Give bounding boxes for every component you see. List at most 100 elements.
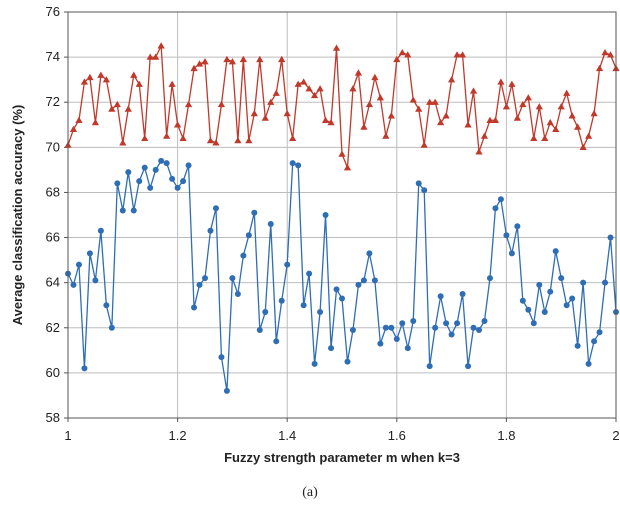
- data-point-circle: [306, 270, 313, 277]
- data-point-circle: [574, 342, 581, 349]
- data-point-triangle: [365, 100, 373, 108]
- data-point-triangle: [124, 105, 132, 112]
- data-point-triangle: [267, 98, 275, 105]
- data-point-circle: [454, 320, 461, 327]
- data-point-circle: [114, 180, 121, 187]
- data-point-circle: [240, 252, 247, 259]
- data-point-circle: [448, 331, 455, 338]
- series-circle: [65, 157, 619, 394]
- data-point-circle: [130, 207, 137, 214]
- data-point-triangle: [502, 103, 510, 110]
- data-point-circle: [75, 261, 82, 268]
- data-point-circle: [355, 281, 362, 288]
- data-point-circle: [476, 327, 482, 334]
- data-point-triangle: [195, 60, 204, 67]
- data-point-circle: [136, 178, 143, 185]
- data-point-triangle: [535, 103, 543, 110]
- x-tick-labels: 1 1.2 1.4 1.6 1.8 2: [64, 418, 620, 443]
- data-point-triangle: [163, 132, 171, 139]
- data-point-triangle: [86, 73, 94, 81]
- x-tick-label: 1.2: [169, 428, 187, 443]
- data-point-circle: [207, 227, 214, 234]
- data-point-triangle: [469, 87, 478, 94]
- data-point-triangle: [321, 116, 330, 123]
- data-point-triangle: [245, 136, 253, 144]
- data-point-circle: [596, 329, 603, 336]
- data-point-triangle: [420, 141, 428, 148]
- data-point-triangle: [606, 51, 615, 58]
- data-point-triangle: [201, 58, 209, 65]
- y-tick-label: 58: [46, 410, 60, 425]
- data-point-triangle: [174, 121, 182, 128]
- data-point-triangle: [579, 143, 587, 151]
- data-point-triangle: [102, 76, 110, 83]
- data-point-triangle: [332, 44, 341, 51]
- data-point-circle: [97, 227, 104, 234]
- data-point-triangle: [393, 55, 401, 63]
- data-point-circle: [459, 290, 466, 297]
- data-point-triangle: [552, 125, 560, 132]
- data-point-triangle: [343, 164, 352, 171]
- data-point-circle: [591, 338, 598, 345]
- data-point-triangle: [415, 105, 423, 112]
- data-point-triangle: [354, 69, 363, 76]
- y-tick-label: 68: [46, 184, 60, 199]
- data-point-triangle: [212, 139, 220, 146]
- data-point-circle: [465, 363, 472, 370]
- data-point-triangle: [491, 116, 500, 123]
- data-point-triangle: [261, 114, 269, 121]
- data-point-triangle: [546, 118, 554, 126]
- data-point-triangle: [590, 109, 598, 117]
- data-point-circle: [147, 184, 154, 191]
- data-point-circle: [295, 162, 302, 169]
- y-tick-labels: 58 60 62 64 66 68 70 72 74 76: [46, 4, 68, 425]
- data-point-triangle: [437, 118, 445, 126]
- data-point-circle: [278, 297, 285, 304]
- data-point-triangle: [305, 85, 313, 92]
- y-tick-label: 74: [46, 49, 60, 64]
- data-point-circle: [580, 279, 587, 286]
- data-point-circle: [92, 277, 99, 284]
- data-point-circle: [311, 360, 318, 367]
- data-point-triangle: [486, 116, 494, 123]
- data-point-circle: [585, 360, 592, 367]
- data-point-triangle: [228, 58, 236, 65]
- data-point-triangle: [563, 89, 571, 96]
- x-tick-label: 1.6: [388, 428, 406, 443]
- data-point-triangle: [256, 55, 264, 63]
- data-point-circle: [607, 234, 614, 241]
- data-point-triangle: [327, 118, 335, 126]
- data-point-circle: [404, 345, 411, 352]
- data-point-triangle: [75, 116, 83, 123]
- y-tick-label: 76: [46, 4, 60, 19]
- plot-area: [68, 12, 616, 418]
- data-point-circle: [360, 277, 367, 284]
- data-point-circle: [289, 160, 296, 167]
- data-point-triangle: [409, 96, 417, 103]
- data-point-triangle: [108, 105, 116, 112]
- data-point-triangle: [239, 55, 247, 63]
- data-point-circle: [284, 261, 291, 268]
- y-tick-label: 60: [46, 365, 60, 380]
- data-point-triangle: [217, 100, 226, 108]
- data-point-circle: [70, 281, 77, 288]
- data-point-circle: [108, 324, 115, 331]
- data-point-circle: [300, 302, 307, 309]
- data-point-triangle: [595, 64, 604, 72]
- data-point-circle: [212, 205, 219, 212]
- data-point-circle: [514, 223, 521, 230]
- data-point-triangle: [300, 78, 308, 85]
- data-point-triangle: [294, 80, 302, 87]
- data-point-triangle: [135, 80, 143, 87]
- data-point-circle: [437, 293, 444, 300]
- data-point-circle: [256, 327, 263, 334]
- data-point-circle: [508, 250, 515, 257]
- x-tick-label: 1.4: [278, 428, 296, 443]
- data-point-circle: [328, 345, 335, 352]
- data-point-triangle: [152, 53, 160, 60]
- data-point-triangle: [283, 109, 291, 117]
- data-point-triangle: [480, 132, 489, 139]
- data-point-triangle: [289, 134, 297, 142]
- data-point-triangle: [568, 112, 576, 119]
- data-point-circle: [503, 232, 510, 239]
